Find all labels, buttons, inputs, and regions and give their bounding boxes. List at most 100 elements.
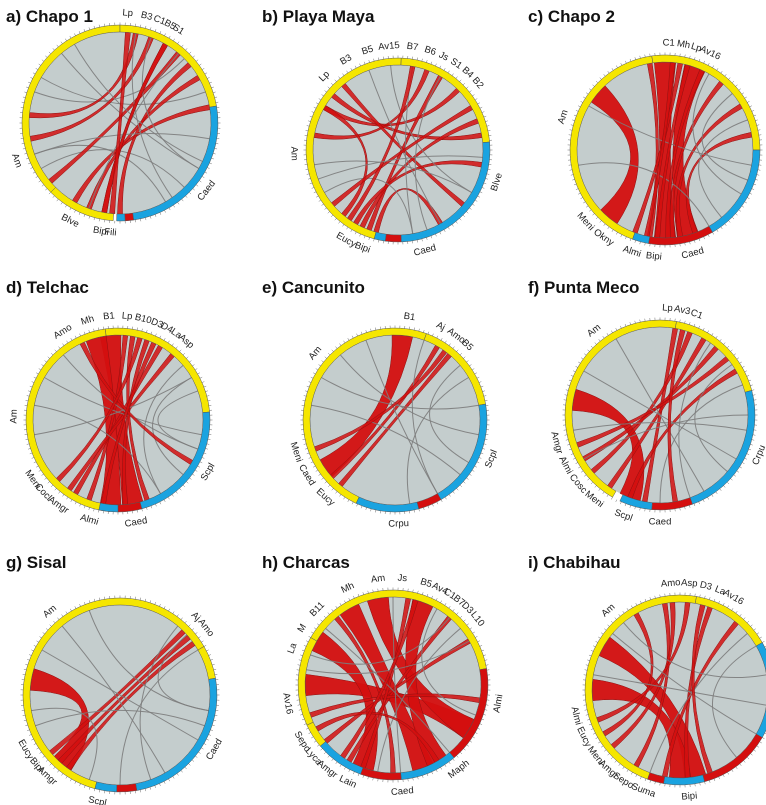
tick <box>88 507 90 510</box>
tick <box>444 497 447 500</box>
tick <box>469 90 472 93</box>
tick <box>466 623 469 626</box>
tick <box>618 763 621 766</box>
tick <box>590 728 594 730</box>
tick <box>451 73 454 76</box>
tick <box>182 353 185 356</box>
tick <box>413 509 415 513</box>
tick <box>88 27 90 30</box>
tick <box>172 611 175 614</box>
tick <box>324 356 327 359</box>
tick <box>79 604 81 607</box>
tick <box>98 327 100 331</box>
tick <box>635 774 638 777</box>
tick <box>22 148 26 150</box>
tick <box>163 338 166 341</box>
tick <box>601 632 604 635</box>
tick <box>418 328 420 332</box>
tick <box>154 29 157 32</box>
chord-link <box>157 390 199 450</box>
tick <box>607 226 610 229</box>
tick <box>719 488 722 491</box>
tick <box>702 328 705 331</box>
tick <box>317 744 320 747</box>
tick <box>722 603 725 606</box>
tick <box>310 461 314 464</box>
tick <box>564 434 568 436</box>
segment-label-bipi: Bipi <box>92 225 110 239</box>
tick <box>159 212 162 215</box>
tick <box>715 491 718 494</box>
tick <box>466 360 469 363</box>
tick <box>150 27 152 30</box>
tick <box>331 758 334 761</box>
segment-label-mh: Mh <box>676 38 691 51</box>
tick <box>417 590 419 594</box>
chord-link <box>310 617 450 665</box>
tick <box>141 328 143 332</box>
tick <box>448 343 451 346</box>
tick <box>79 783 81 786</box>
tick <box>65 205 67 208</box>
tick <box>313 106 317 109</box>
chord-ribbon <box>610 601 676 749</box>
tick <box>35 176 38 178</box>
tick <box>370 328 372 332</box>
tick <box>707 330 709 333</box>
tick <box>348 598 351 601</box>
tick <box>459 353 462 356</box>
segment-label-la: La <box>285 641 299 655</box>
tick <box>614 760 617 763</box>
segment-label-am: Am <box>370 573 386 586</box>
chord-link <box>321 377 479 410</box>
tick <box>480 385 484 388</box>
tick <box>28 448 31 450</box>
tick <box>83 331 86 335</box>
tick <box>463 481 466 484</box>
tick <box>580 197 583 199</box>
tick <box>65 776 68 779</box>
tick <box>33 461 37 464</box>
chord-link <box>41 649 199 741</box>
tick <box>634 506 636 510</box>
tick <box>475 636 478 638</box>
tick <box>93 25 95 29</box>
tick <box>159 783 161 786</box>
tick <box>318 98 321 101</box>
tick <box>367 776 369 780</box>
tick <box>459 484 462 487</box>
tick <box>689 55 691 59</box>
tick <box>318 364 321 367</box>
tick <box>66 497 69 500</box>
tick <box>54 349 57 352</box>
tick <box>575 366 578 368</box>
tick <box>357 773 360 777</box>
tick <box>735 84 738 87</box>
tick <box>455 221 458 224</box>
tick <box>432 333 434 337</box>
tick <box>203 452 207 455</box>
tick <box>321 94 324 97</box>
tick-marks <box>23 325 213 515</box>
tick <box>452 758 455 761</box>
chord-link <box>368 69 441 224</box>
tick <box>339 494 342 497</box>
tick <box>182 484 185 487</box>
tick <box>203 743 207 745</box>
segment-label-bipi: Bipi <box>353 240 372 256</box>
tick <box>565 389 569 391</box>
tick <box>58 346 61 349</box>
tick <box>36 465 39 468</box>
segment-label-fili: Fili <box>104 227 117 239</box>
tick <box>699 782 701 786</box>
tick <box>189 51 192 54</box>
tick <box>711 494 714 497</box>
segment-label-almi: Almi <box>569 706 584 727</box>
tick <box>208 734 211 736</box>
tick <box>300 654 303 656</box>
tick <box>306 385 310 388</box>
chord-link <box>139 625 179 780</box>
tick <box>756 174 760 176</box>
chord-link <box>588 105 752 166</box>
tick <box>88 216 90 219</box>
